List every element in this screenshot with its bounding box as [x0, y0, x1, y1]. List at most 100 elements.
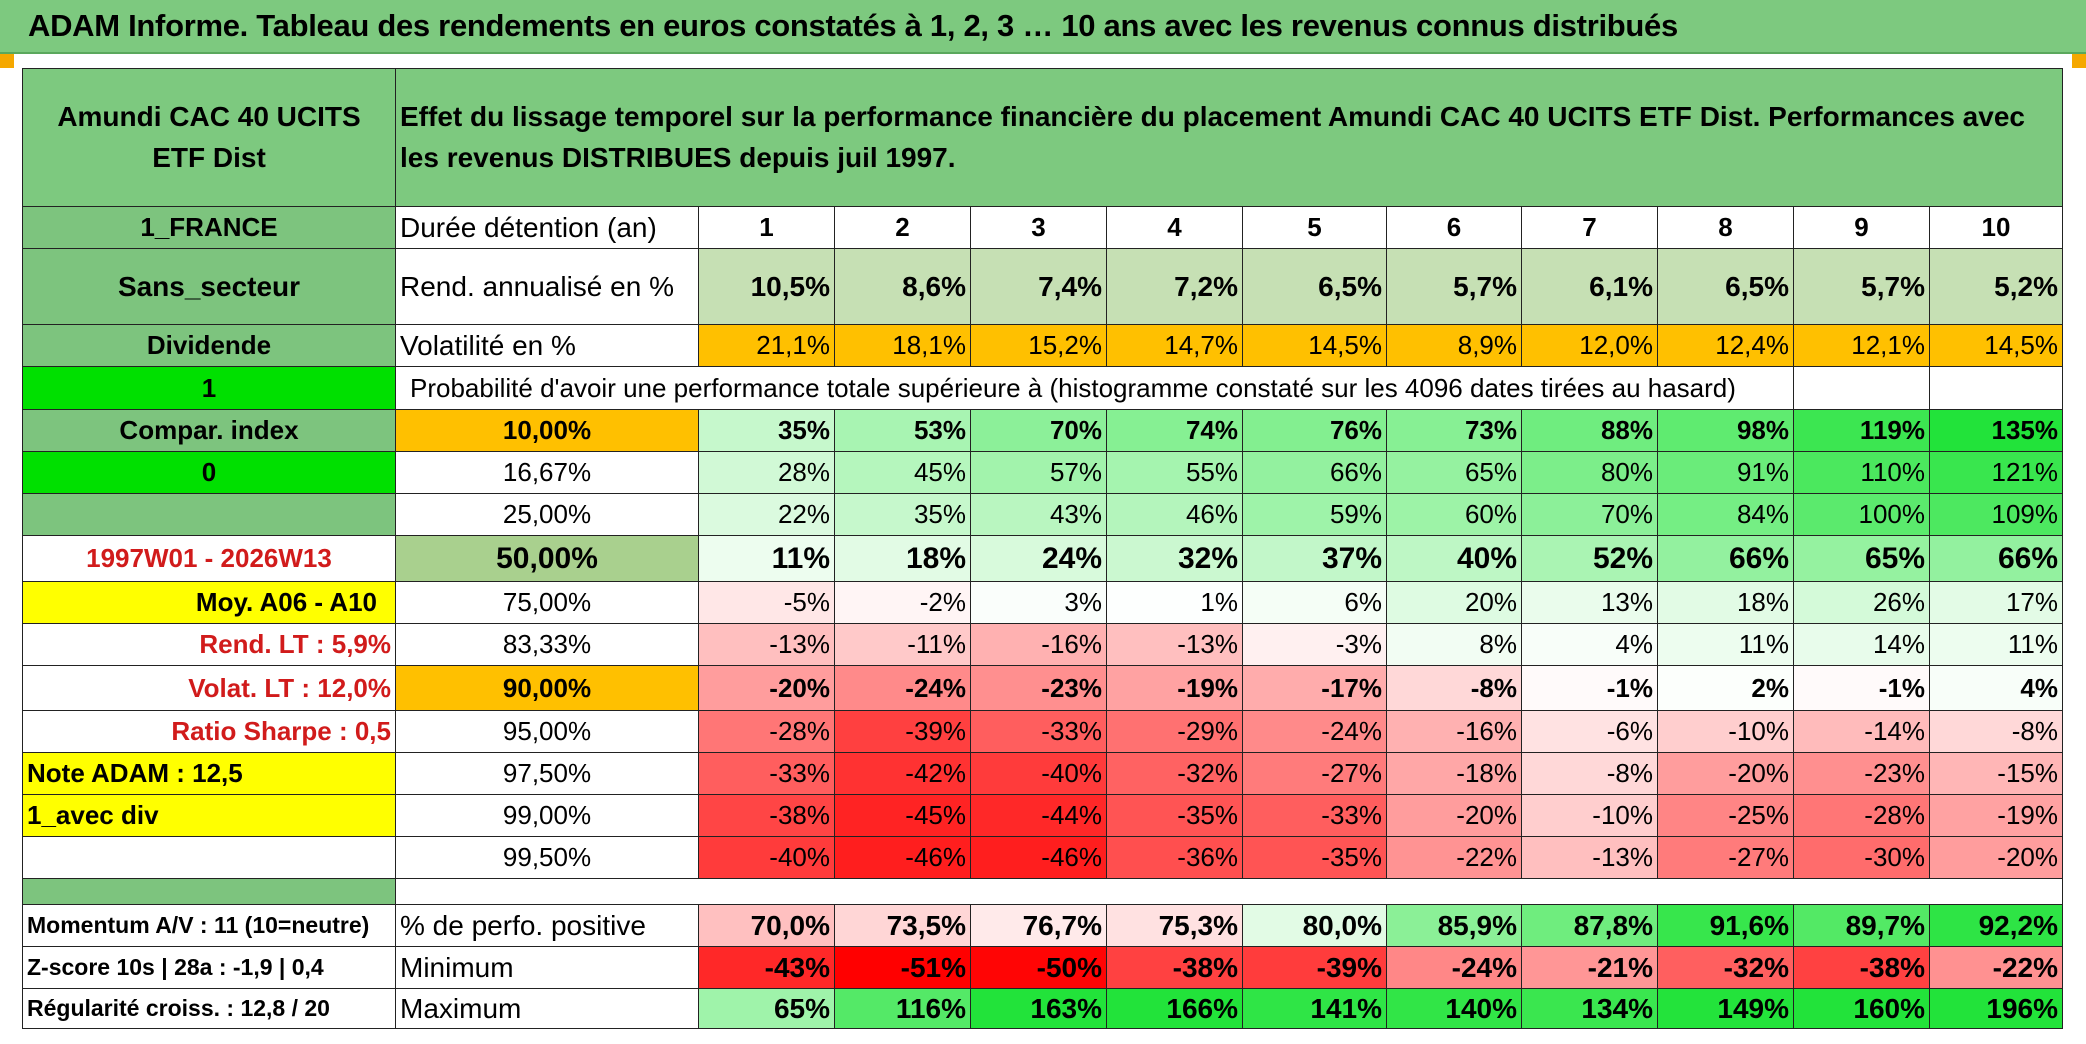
proba-value: 18% — [1658, 582, 1794, 624]
minimum-value: -51% — [835, 947, 971, 989]
rend-value: 10,5% — [699, 249, 835, 325]
frame-marker — [2072, 54, 2086, 68]
proba-value: 37% — [1243, 536, 1387, 582]
proba-value: -18% — [1387, 753, 1522, 795]
proba-value: -15% — [1930, 753, 2063, 795]
moy-label: Moy. A06 - A10 — [23, 582, 396, 624]
fund-name-cell: Amundi CAC 40 UCITS ETF Dist — [23, 69, 396, 207]
proba-value: -36% — [1107, 837, 1243, 879]
proba-value: 2% — [1658, 666, 1794, 711]
proba-value: -22% — [1387, 837, 1522, 879]
rend-value: 5,7% — [1794, 249, 1930, 325]
momentum-label: Momentum A/V : 11 (10=neutre) — [23, 905, 396, 947]
positive-value: 87,8% — [1522, 905, 1658, 947]
proba-value: -27% — [1658, 837, 1794, 879]
proba-value: 110% — [1794, 452, 1930, 494]
minimum-label: Minimum — [396, 947, 699, 989]
proba-value: -8% — [1930, 711, 2063, 753]
country-label: 1_FRANCE — [23, 207, 396, 249]
proba-value: 135% — [1930, 410, 2063, 452]
proba-value: 70% — [971, 410, 1107, 452]
threshold-label: 99,50% — [396, 837, 699, 879]
maximum-value: 65% — [699, 989, 835, 1029]
proba-value: -38% — [699, 795, 835, 837]
volat-value: 12,1% — [1794, 325, 1930, 367]
proba-value: -19% — [1930, 795, 2063, 837]
proba-value: 4% — [1930, 666, 2063, 711]
rend-value: 7,2% — [1107, 249, 1243, 325]
maximum-value: 134% — [1522, 989, 1658, 1029]
proba-value: -32% — [1107, 753, 1243, 795]
rend-label: Rend. annualisé en % — [396, 249, 699, 325]
note-adam-label: Note ADAM : 12,5 — [23, 753, 396, 795]
proba-value: 11% — [1658, 624, 1794, 666]
proba-value: 6% — [1243, 582, 1387, 624]
flag-one-label: 1 — [23, 367, 396, 410]
threshold-label: 75,00% — [396, 582, 699, 624]
proba-value: 22% — [699, 494, 835, 536]
proba-value: 32% — [1107, 536, 1243, 582]
proba-value: -33% — [699, 753, 835, 795]
minimum-value: -38% — [1107, 947, 1243, 989]
year-header: 3 — [971, 207, 1107, 249]
proba-value: 59% — [1243, 494, 1387, 536]
proba-value: 65% — [1794, 536, 1930, 582]
threshold-label: 83,33% — [396, 624, 699, 666]
proba-value: -8% — [1522, 753, 1658, 795]
rend-lt-label: Rend. LT : 5,9% — [23, 624, 396, 666]
proba-value: -42% — [835, 753, 971, 795]
proba-value: -27% — [1243, 753, 1387, 795]
proba-value: -20% — [1658, 753, 1794, 795]
proba-value: 65% — [1387, 452, 1522, 494]
proba-value: -24% — [1243, 711, 1387, 753]
year-header: 5 — [1243, 207, 1387, 249]
proba-value: 11% — [699, 536, 835, 582]
proba-value: -17% — [1243, 666, 1387, 711]
proba-value: -35% — [1243, 837, 1387, 879]
proba-value: -13% — [699, 624, 835, 666]
compar-index-label: Compar. index — [23, 410, 396, 452]
proba-value: -13% — [1522, 837, 1658, 879]
threshold-label: 50,00% — [396, 536, 699, 582]
proba-value: 3% — [971, 582, 1107, 624]
year-header: 10 — [1930, 207, 2063, 249]
proba-value: -35% — [1107, 795, 1243, 837]
proba-value: -10% — [1522, 795, 1658, 837]
positive-value: 80,0% — [1243, 905, 1387, 947]
sector-label: Sans_secteur — [23, 249, 396, 325]
proba-value: -6% — [1522, 711, 1658, 753]
proba-value: 43% — [971, 494, 1107, 536]
maximum-value: 163% — [971, 989, 1107, 1029]
threshold-label: 97,50% — [396, 753, 699, 795]
proba-value: -45% — [835, 795, 971, 837]
proba-value: -3% — [1243, 624, 1387, 666]
proba-value: 109% — [1930, 494, 2063, 536]
proba-value: 24% — [971, 536, 1107, 582]
proba-value: -16% — [971, 624, 1107, 666]
maximum-label: Maximum — [396, 989, 699, 1029]
maximum-value: 149% — [1658, 989, 1794, 1029]
proba-value: 121% — [1930, 452, 2063, 494]
threshold-label: 99,00% — [396, 795, 699, 837]
positive-value: 70,0% — [699, 905, 835, 947]
sharpe-label: Ratio Sharpe : 0,5 — [23, 711, 396, 753]
minimum-value: -24% — [1387, 947, 1522, 989]
positive-value: 73,5% — [835, 905, 971, 947]
minimum-value: -22% — [1930, 947, 2063, 989]
rend-value: 8,6% — [835, 249, 971, 325]
proba-value: 20% — [1387, 582, 1522, 624]
volat-value: 14,7% — [1107, 325, 1243, 367]
performance-table: Amundi CAC 40 UCITS ETF Dist Effet du lis… — [22, 68, 2063, 1029]
proba-value: 70% — [1522, 494, 1658, 536]
proba-value: -29% — [1107, 711, 1243, 753]
positive-value: 85,9% — [1387, 905, 1522, 947]
minimum-value: -50% — [971, 947, 1107, 989]
proba-value: 57% — [971, 452, 1107, 494]
proba-value: 8% — [1387, 624, 1522, 666]
proba-value: -40% — [971, 753, 1107, 795]
proba-value: -8% — [1387, 666, 1522, 711]
volat-value: 12,0% — [1522, 325, 1658, 367]
proba-value: -46% — [835, 837, 971, 879]
threshold-label: 10,00% — [396, 410, 699, 452]
maximum-value: 116% — [835, 989, 971, 1029]
